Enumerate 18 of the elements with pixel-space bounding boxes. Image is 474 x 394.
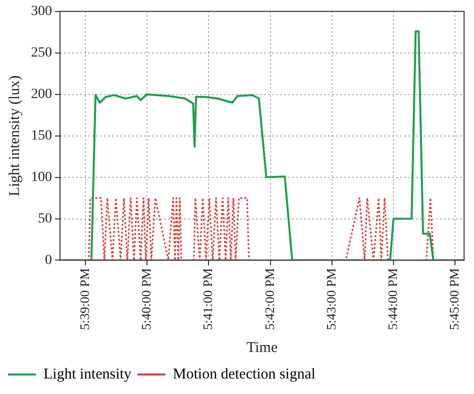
y-tick-label: 250 [31,46,52,61]
y-tick-label: 150 [31,128,52,144]
x-tick-label: 5:39:00 PM [76,268,92,330]
legend-label: Motion detection signal [172,366,316,382]
x-axis-title: Time [246,340,278,356]
legend-label: Light intensity [44,366,132,382]
y-tick-label: 100 [31,170,52,185]
x-tick-label: 5:43:00 PM [323,268,338,330]
y-axis-title: Light intensity (lux) [6,75,23,196]
x-tick-label: 5:45:00 PM [446,268,462,330]
y-tick-label: 300 [31,4,52,20]
y-tick-label: 200 [31,87,52,102]
x-tick-label: 5:44:00 PM [385,268,400,330]
x-tick-label: 5:40:00 PM [138,268,154,330]
x-tick-label: 5:42:00 PM [262,268,277,330]
y-tick-label: 50 [38,211,52,226]
y-tick-label: 0 [45,252,52,268]
x-tick-label: 5:41:00 PM [200,268,216,330]
